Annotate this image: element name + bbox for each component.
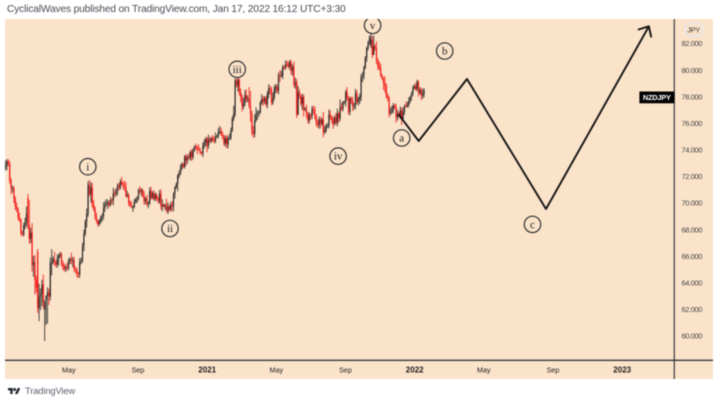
svg-text:v: v [370,20,376,32]
svg-text:NZDJPY: NZDJPY [643,93,671,102]
svg-text:b: b [442,46,448,58]
svg-text:66.000: 66.000 [682,252,703,261]
svg-text:70.000: 70.000 [682,199,703,208]
svg-text:74.000: 74.000 [682,146,703,155]
svg-text:62.000: 62.000 [682,305,703,314]
svg-text:2022: 2022 [406,366,424,375]
svg-text:ii: ii [167,223,173,235]
svg-text:a: a [399,133,404,145]
svg-text:72.000: 72.000 [682,172,703,181]
svg-text:68.000: 68.000 [682,225,703,234]
svg-text:iv: iv [334,151,343,163]
svg-text:82.000: 82.000 [682,39,703,48]
svg-text:60.000: 60.000 [682,332,703,341]
svg-text:May: May [477,365,491,374]
svg-text:c: c [530,219,535,231]
svg-text:78.000: 78.000 [682,92,703,101]
svg-text:64.000: 64.000 [682,279,703,288]
svg-text:2023: 2023 [613,366,631,375]
svg-text:iii: iii [233,64,242,76]
svg-text:2021: 2021 [198,366,216,375]
svg-text:Sep: Sep [132,365,145,374]
svg-text:May: May [62,365,76,374]
svg-text:i: i [86,161,89,173]
svg-text:Sep: Sep [547,365,560,374]
svg-text:76.000: 76.000 [682,119,703,128]
svg-text:May: May [270,365,284,374]
svg-text:Sep: Sep [339,365,352,374]
svg-text:80.000: 80.000 [682,66,703,75]
svg-text:JPY: JPY [687,25,700,34]
